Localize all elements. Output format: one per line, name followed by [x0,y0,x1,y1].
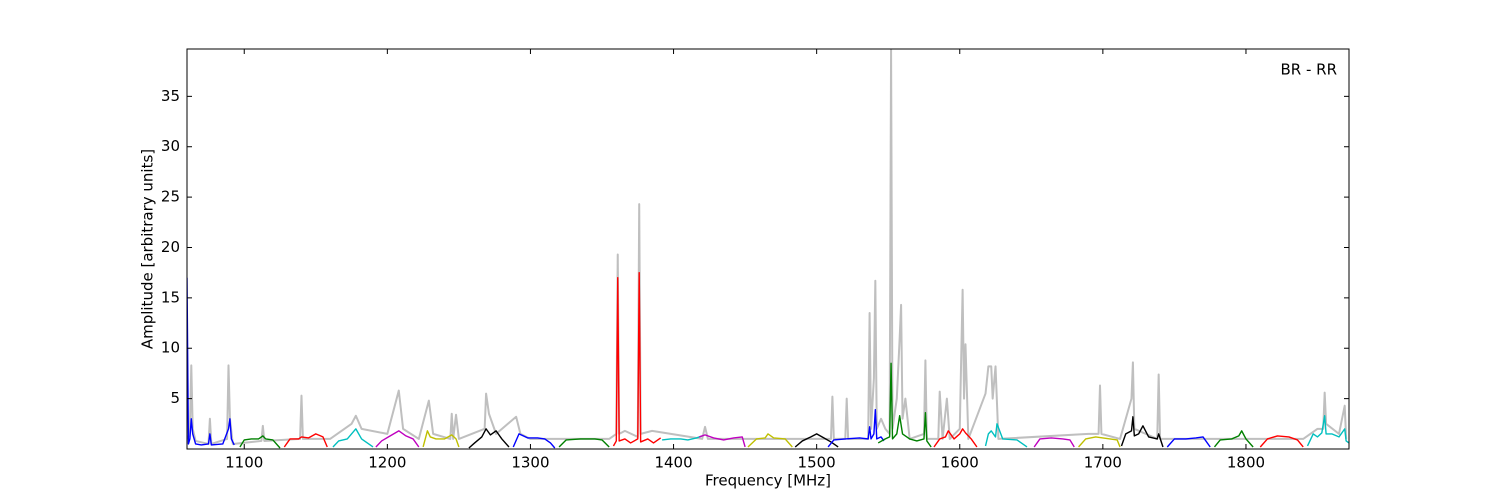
y-tick-label: 30 [161,137,180,155]
series-line [1259,435,1304,448]
series-line [747,433,793,448]
series-line [827,409,885,448]
series-line [1033,437,1075,448]
x-tick-label: 1100 [225,454,263,472]
x-tick-label: 1700 [1084,454,1122,472]
series-line [877,362,932,448]
y-tick-label: 25 [161,188,180,206]
series-line [468,428,510,449]
series-line [1306,415,1349,447]
series-line [662,435,703,441]
x-tick-label: 1500 [798,454,836,472]
series-line [1213,430,1254,448]
series-line [332,428,374,448]
series-line [984,423,1028,448]
x-tick-label: 1800 [1227,454,1265,472]
y-tick-label: 10 [161,339,180,357]
series-line [283,433,328,448]
x-tick-label: 1400 [654,454,692,472]
axes-frame [186,48,1350,450]
series-line [933,428,978,448]
plot-lines [187,49,1349,449]
series-line [187,277,235,446]
x-tick-label: 1300 [511,454,549,472]
x-tick-label: 1600 [941,454,979,472]
series-line [1078,436,1121,448]
series-line [1166,436,1211,448]
series-line [1120,416,1164,448]
series-line [422,430,460,448]
series-line [558,438,610,448]
y-tick-label: 5 [170,389,180,407]
y-tick-label: 15 [161,288,180,306]
series-line [794,433,839,448]
series-line [612,271,662,447]
y-tick-label: 35 [161,87,180,105]
y-axis-label: Amplitude [arbitrary units] [139,149,157,349]
x-axis-label: Frequency [MHz] [705,472,831,490]
series-line [239,435,281,449]
series-line [699,434,746,448]
plot-area [187,49,1349,449]
y-tick-label: 20 [161,238,180,256]
series-line [512,433,556,449]
x-tick-label: 1200 [368,454,406,472]
annotation: BR - RR [1280,61,1337,79]
series-line [375,430,420,448]
